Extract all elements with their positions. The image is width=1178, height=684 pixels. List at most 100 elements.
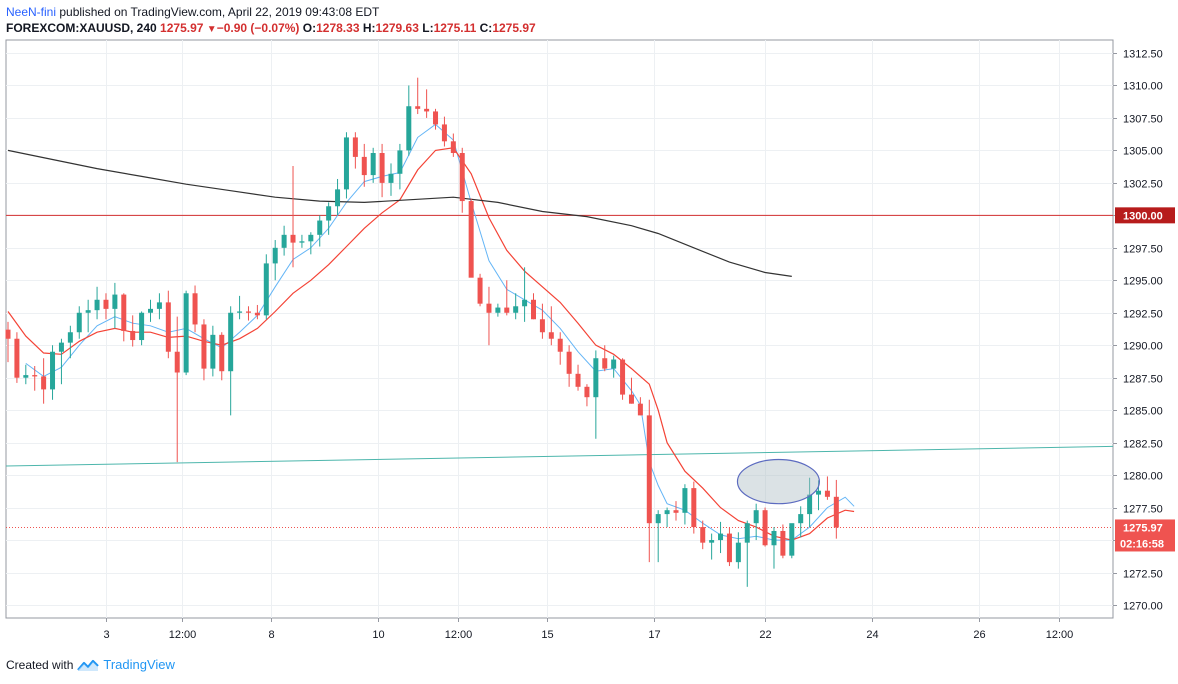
price-change: −0.90 (−0.07%)	[216, 21, 300, 35]
candle-body	[379, 153, 385, 183]
candle-body	[192, 293, 198, 325]
candle-body	[504, 307, 510, 313]
candlesticks	[5, 77, 839, 587]
countdown-label: 02:16:58	[1120, 538, 1164, 550]
author-name[interactable]: NeeN-fini	[6, 5, 57, 19]
candle-body	[254, 312, 260, 316]
tradingview-brand[interactable]: TradingView	[103, 657, 175, 672]
candle	[682, 484, 688, 525]
candle	[406, 85, 412, 156]
y-tick-label: 1282.50	[1123, 439, 1163, 451]
candle-body	[441, 124, 447, 142]
symbol-interval[interactable]: FOREXCOM:XAUUSD, 240	[6, 21, 157, 35]
y-tick-label: 1310.00	[1123, 81, 1163, 93]
candle	[32, 366, 38, 391]
candle	[584, 384, 590, 407]
candle-body	[664, 510, 670, 515]
candle	[735, 532, 741, 569]
candle	[753, 503, 759, 541]
candle	[245, 306, 251, 321]
ma-line-ema-slow	[7, 147, 855, 541]
candle	[352, 132, 358, 169]
candle	[459, 147, 465, 213]
candle-body	[816, 490, 822, 495]
candle	[646, 399, 652, 563]
plot-frame	[5, 39, 1114, 619]
candle	[718, 521, 724, 554]
candle	[201, 319, 207, 381]
candle-body	[415, 106, 421, 109]
candle-body	[566, 351, 572, 374]
x-tick-label: 12:00	[169, 629, 197, 641]
candle-body	[281, 234, 287, 248]
support-trendline	[5, 445, 1114, 467]
footer: Created with TradingView	[6, 657, 175, 673]
ma-line-sma-long	[7, 149, 792, 277]
time-axis[interactable]: 3 12:00 8 10 12:00 15 17 22 24 26 12:00	[103, 618, 1073, 641]
candle-body	[210, 334, 216, 369]
tradingview-logo-icon	[77, 659, 100, 671]
candle	[139, 311, 145, 346]
candle	[148, 299, 154, 322]
candle	[388, 163, 394, 196]
annotation-layer	[736, 458, 821, 505]
candle-body	[397, 150, 403, 174]
candle	[673, 501, 679, 521]
high-label: H:	[362, 21, 376, 35]
candle-body	[798, 514, 804, 524]
candle-body	[718, 533, 724, 541]
resistance-price-tag	[1115, 207, 1175, 224]
price-axis[interactable]: 1270.001272.501275.001277.501280.001282.…	[1113, 49, 1175, 613]
candle	[620, 358, 626, 400]
candle-body	[112, 294, 118, 309]
candle	[379, 143, 385, 198]
candle	[486, 286, 492, 346]
candle	[23, 364, 29, 385]
candle-body	[602, 358, 608, 369]
candle-body	[58, 342, 64, 352]
candle-body	[130, 330, 136, 341]
candle	[833, 479, 839, 539]
candle	[593, 350, 599, 439]
candle-body	[245, 311, 251, 313]
candle-body	[531, 299, 536, 320]
candle	[575, 364, 581, 391]
candle	[700, 520, 706, 550]
current-price-tag	[1115, 519, 1175, 552]
candle-body	[709, 540, 715, 543]
y-tick-label: 1272.50	[1123, 569, 1163, 581]
candle	[548, 306, 554, 346]
y-tick-label: 1305.00	[1123, 146, 1163, 158]
candle-body	[148, 308, 154, 313]
low-value: 1275.11	[433, 21, 477, 35]
candle-body	[593, 358, 599, 398]
candle	[228, 306, 234, 416]
candle-body	[335, 189, 341, 207]
y-tick-label: 1270.00	[1123, 601, 1163, 613]
candle-body	[237, 311, 243, 313]
candle	[424, 89, 430, 118]
candle	[94, 286, 100, 320]
candle	[824, 476, 830, 500]
candle-body	[361, 156, 367, 176]
candle	[762, 507, 768, 547]
candle	[343, 132, 349, 199]
candle	[709, 533, 715, 560]
candle	[611, 355, 617, 378]
x-tick-label: 22	[759, 629, 771, 641]
candle-body	[673, 510, 679, 513]
candle-body	[771, 530, 777, 546]
candle-body	[513, 306, 519, 313]
candle-body	[424, 108, 430, 112]
candle	[263, 254, 269, 320]
candle-body	[655, 514, 661, 524]
candle-body	[41, 376, 47, 390]
candle-body	[682, 488, 688, 513]
candle-body	[833, 496, 839, 528]
close-value: 1275.97	[492, 21, 536, 35]
candle-body	[620, 359, 626, 395]
candle	[726, 527, 732, 567]
candle	[468, 198, 474, 278]
candle-body	[14, 338, 20, 378]
